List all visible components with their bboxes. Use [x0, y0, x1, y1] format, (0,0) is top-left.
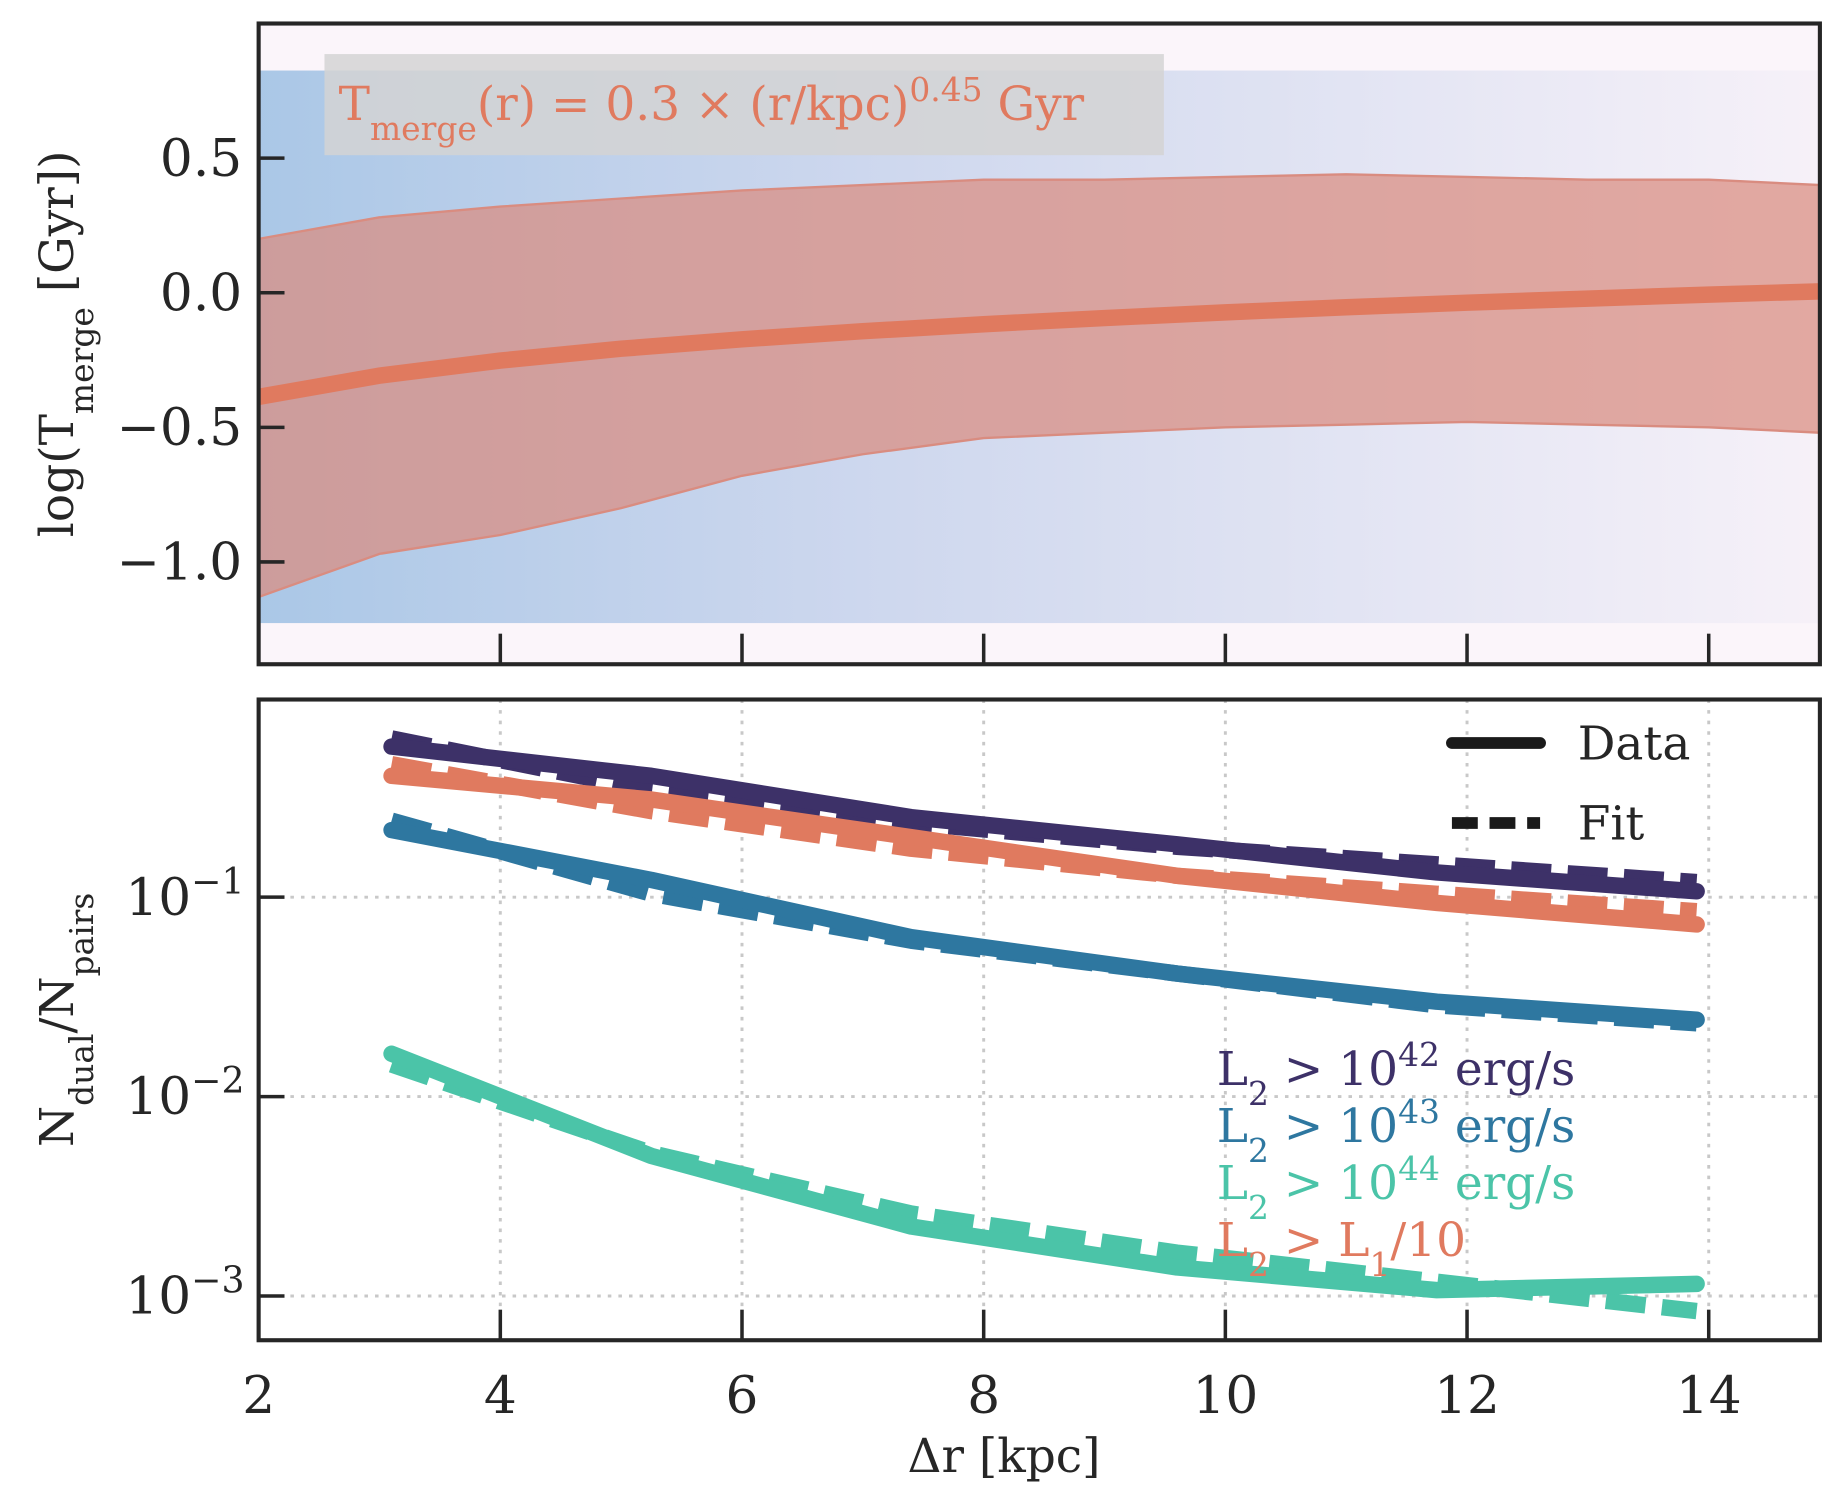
series-label: L2 > L1/10 — [1217, 1213, 1466, 1284]
series-label-part: > 10 — [1269, 1156, 1398, 1211]
series-label-sup: 43 — [1398, 1092, 1440, 1131]
y-tick-label: 10−1 — [125, 859, 244, 928]
annotation-part: (r) = 0.3 × (r/kpc) — [477, 77, 909, 132]
series-label-sub: 1 — [1369, 1245, 1390, 1284]
y-tick-label: −0.5 — [117, 398, 243, 458]
series-label-sup: 44 — [1398, 1149, 1440, 1188]
annotation: Tmerge(r) = 0.3 × (r/kpc)0.45 Gyr — [339, 69, 1085, 147]
legend-label: Data — [1578, 716, 1691, 771]
annotation-sup: 0.45 — [909, 69, 982, 108]
series-label-sup: 42 — [1398, 1035, 1440, 1074]
y-tick-label: 0.5 — [160, 129, 242, 189]
annotation-box — [324, 54, 1164, 156]
y-tick-label: −1.0 — [117, 533, 243, 593]
x-tick-label: 2 — [242, 1366, 275, 1426]
series-label-part: L — [1217, 1156, 1248, 1211]
y-axis-label-part: [Gyr]) — [30, 151, 85, 308]
y-axis-label: log(Tmerge [Gyr]) — [30, 151, 101, 538]
y-tick-label: 0.0 — [160, 263, 242, 323]
y-tick-label: 10−2 — [125, 1059, 244, 1128]
y-axis-label-part: /N — [30, 977, 85, 1034]
x-tick-label: 8 — [967, 1366, 1000, 1426]
x-axis-label-part: Δr [kpc] — [908, 1429, 1101, 1484]
y-tick-label: 10−3 — [125, 1258, 244, 1327]
y-tick-label-part: 10 — [125, 1067, 191, 1127]
series-label: L2 > 1042 erg/s — [1217, 1035, 1575, 1113]
x-tick-label: 4 — [484, 1366, 517, 1426]
legend-label: Fit — [1578, 796, 1645, 851]
series-label-part: > 10 — [1269, 1099, 1398, 1154]
axes-frame — [256, 697, 1822, 1343]
y-axis-label-sub: merge — [61, 307, 100, 414]
y-axis-label-part: N — [30, 1106, 85, 1147]
annotation-sub: merge — [370, 108, 477, 147]
series-label-part: L — [1217, 1042, 1248, 1097]
x-tick-label: 12 — [1434, 1366, 1500, 1426]
y-axis-label-sub: dual — [61, 1034, 100, 1106]
series-label-part: erg/s — [1440, 1099, 1575, 1154]
annotation-part: T — [339, 77, 370, 132]
series-label-sub: 2 — [1248, 1188, 1269, 1227]
fit-line — [257, 283, 1821, 406]
y-tick-label-sup: −1 — [191, 859, 244, 902]
y-axis-label: Ndual/Npairs — [30, 893, 101, 1147]
series-label-sub: 2 — [1248, 1131, 1269, 1170]
series-label-part: L — [1217, 1213, 1248, 1268]
series-label-part: > L — [1269, 1213, 1370, 1268]
series-label-sub: 2 — [1248, 1245, 1269, 1284]
annotation-part: Gyr — [983, 77, 1085, 132]
y-tick-label-sup: −3 — [191, 1258, 244, 1301]
data-line — [383, 738, 1705, 900]
y-tick-label-part: 10 — [125, 1267, 191, 1327]
x-tick-label: 10 — [1192, 1366, 1258, 1426]
data-line — [383, 821, 1705, 1028]
series-label-part: erg/s — [1440, 1156, 1575, 1211]
x-tick-label: 14 — [1676, 1366, 1742, 1426]
y-axis-label-sub: pairs — [61, 893, 100, 977]
data-line — [383, 767, 1705, 933]
top-panel: Tmerge(r) = 0.3 × (r/kpc)0.45 Gyr−1.0−0.… — [30, 21, 1822, 667]
series-label-part: erg/s — [1440, 1042, 1575, 1097]
x-tick-label: 6 — [726, 1366, 759, 1426]
x-axis-label: Δr [kpc] — [908, 1429, 1101, 1484]
series-label-sub: 2 — [1248, 1074, 1269, 1113]
series-label: L2 > 1044 erg/s — [1217, 1149, 1575, 1227]
series-label-part: > 10 — [1269, 1042, 1398, 1097]
series-label: L2 > 1043 erg/s — [1217, 1092, 1575, 1170]
series-label-part: L — [1217, 1099, 1248, 1154]
series-label-part: /10 — [1390, 1213, 1466, 1268]
data-line — [383, 1045, 1705, 1299]
y-tick-label-sup: −2 — [191, 1059, 244, 1102]
y-tick-label-part: 10 — [125, 868, 191, 928]
axes-frame — [256, 21, 1822, 667]
y-axis-label-part: log(T — [30, 414, 85, 537]
